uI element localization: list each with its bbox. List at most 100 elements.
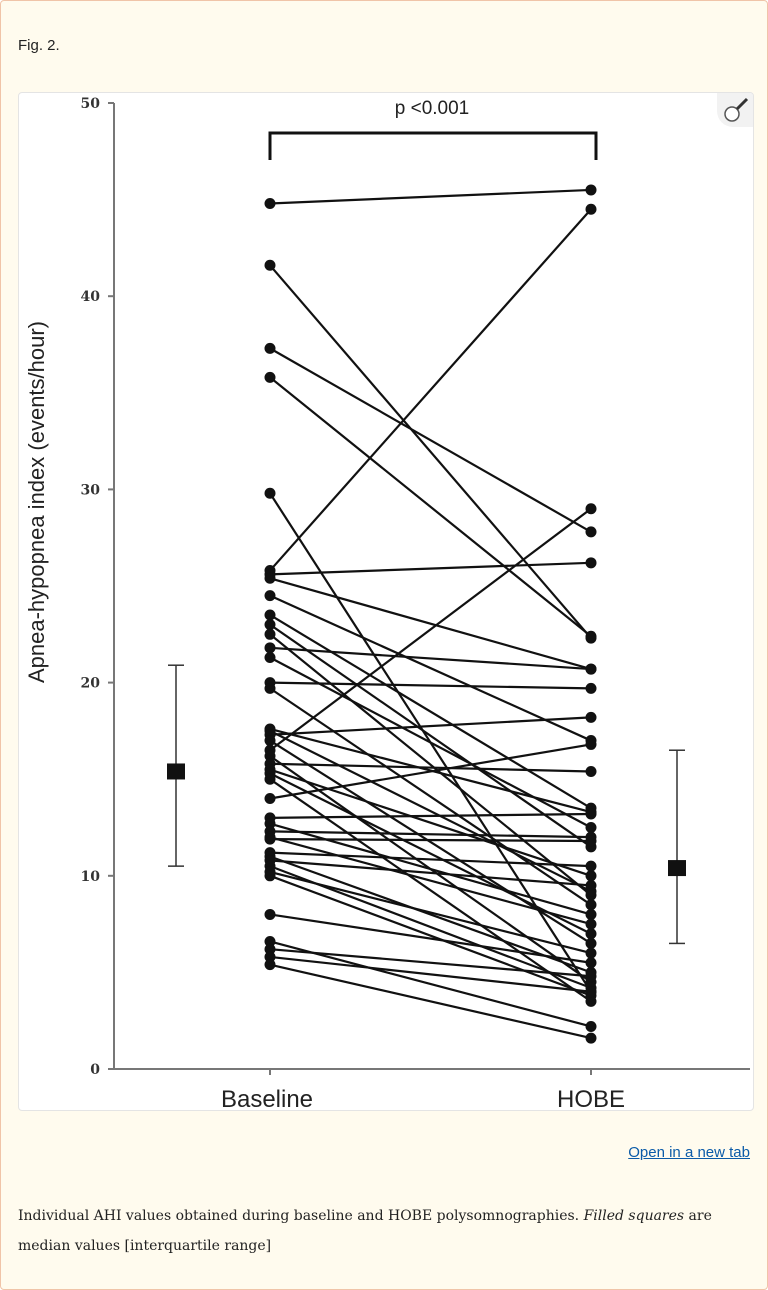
baseline-point [264,818,276,830]
subject-line [269,830,592,839]
median-square [668,860,686,877]
magnifier-icon [724,97,749,122]
baseline-point [264,628,276,640]
hobe-point [585,928,597,940]
hobe-point [585,970,597,982]
hobe-point [585,526,597,538]
baseline-point [264,651,276,663]
baseline-point [264,951,276,963]
subject-line [269,837,592,843]
zoom-button[interactable] [717,93,753,127]
hobe-point [585,663,597,675]
baseline-point [264,572,276,584]
baseline-point [264,487,276,499]
subject-line [269,681,592,690]
subject-line [269,614,592,810]
hobe-point [585,630,597,642]
hobe-point [585,860,597,872]
hobe-point [585,711,597,723]
baseline-point [264,773,276,785]
subject-line [269,376,592,638]
subject-line [269,633,592,896]
subject-line [269,646,592,671]
subject-line [269,188,592,205]
baseline-point [264,870,276,882]
subject-line [269,729,592,893]
subject-line [269,716,592,736]
x-tick-label: HOBE [557,1086,625,1110]
hobe-point [585,937,597,949]
subject-line [269,874,592,997]
caption-text-end: are median values [interquartile range] [18,1208,712,1254]
subject-line [269,768,592,877]
baseline-point [264,371,276,383]
hobe-point [585,986,597,998]
hobe-point [585,503,597,515]
subject-line [269,507,592,752]
hobe-point [585,957,597,969]
subject-line [269,955,592,993]
baseline-point [264,609,276,621]
p-value-annotation: p <0.001 [395,98,470,119]
subject-line [269,772,592,935]
hobe-point [585,822,597,833]
baseline-point [264,908,276,920]
baseline-point [264,619,276,631]
hobe-point [585,1020,597,1032]
hobe-point [585,947,597,959]
subject-line [269,264,592,639]
hobe-point [585,835,597,847]
subject-line [269,594,592,742]
hobe-point [585,808,597,820]
baseline-point [264,833,276,845]
baseline-point [264,935,276,947]
baseline-point [264,642,276,654]
subject-line [269,623,592,848]
y-tick-label: 40 [81,289,101,305]
subject-line [269,687,592,906]
hobe-point [585,918,597,930]
hobe-point [585,899,597,911]
hobe-point [585,682,597,694]
hobe-point [585,879,597,891]
baseline-point [264,750,276,762]
chart: 0 10 20 30 40 50 Baseline HOBE Apnea-hypopnea in… [24,96,750,1110]
y-axis-label: Apnea-hypopnea index (events/hour) [24,321,49,683]
baseline-point [264,590,276,602]
y-tick-label: 30 [81,482,101,498]
baseline-point [264,793,276,805]
figure-caption: Individual AHI values obtained during ba… [18,1201,748,1261]
subject-line [269,743,592,800]
baseline-point [264,943,276,955]
subject-line [269,577,592,671]
y-tick-label: 50 [81,96,101,112]
figure-image[interactable]: 0 10 20 30 40 50 Baseline HOBE Apnea-hypopnea in… [18,92,754,1111]
subject-line [269,762,592,773]
subject-line [269,208,592,572]
baseline-point [264,735,276,747]
hobe-point [585,738,597,750]
baseline-point [264,259,276,271]
subject-line [269,870,592,955]
subject-line [269,963,592,1040]
figure-label: Fig. 2. [18,37,60,54]
hobe-point [585,765,597,777]
hobe-point [585,557,597,569]
caption-text: Individual AHI values obtained during ba… [18,1208,584,1224]
hobe-point [585,908,597,920]
open-in-new-tab-link[interactable]: Open in a new tab [628,1144,750,1161]
hobe-point [585,184,597,196]
subject-line [269,836,592,926]
subject-line [269,913,592,964]
subject-line [269,859,592,887]
median-square [167,763,185,780]
hobe-point [585,870,597,882]
baseline-point [264,682,276,694]
subject-line [269,812,592,819]
hobe-point [585,203,597,215]
x-tick-label: Baseline [221,1086,313,1110]
y-tick-label: 20 [81,676,101,692]
subject-line [269,851,592,868]
subject-line [269,948,592,978]
